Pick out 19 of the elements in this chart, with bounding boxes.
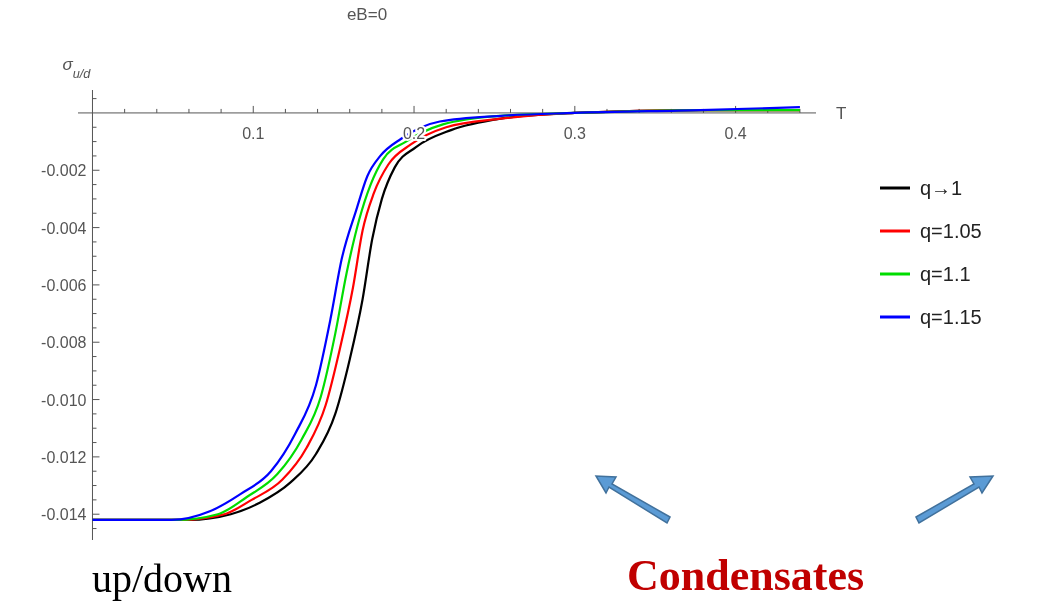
x-tick-label: 0.3 <box>563 124 587 142</box>
text: up/down <box>92 556 232 601</box>
legend-label: q=1.05 <box>920 220 982 242</box>
text: Condensates <box>627 551 865 600</box>
y-tick-label: -0.014 <box>41 506 87 524</box>
y-axis-title: σ$_{u/d}$ <box>62 55 92 81</box>
y-tick-label: -0.002 <box>41 162 87 180</box>
chart-title: eB=0 <box>346 5 388 24</box>
legend-label: q→1 <box>920 177 963 199</box>
x-tick-label: 0.4 <box>724 124 747 142</box>
y-tick-label: -0.008 <box>41 334 87 352</box>
y-tick-label: -0.004 <box>41 219 87 237</box>
y-tick-label: -0.010 <box>41 391 87 409</box>
y-tick-label: -0.006 <box>41 276 87 294</box>
legend-label: q=1.15 <box>920 306 982 328</box>
legend-label: q=1.1 <box>920 263 971 285</box>
y-tick-label: -0.012 <box>41 448 87 466</box>
x-tick-label: 0.1 <box>242 124 265 142</box>
x-axis-title: T <box>836 103 847 123</box>
